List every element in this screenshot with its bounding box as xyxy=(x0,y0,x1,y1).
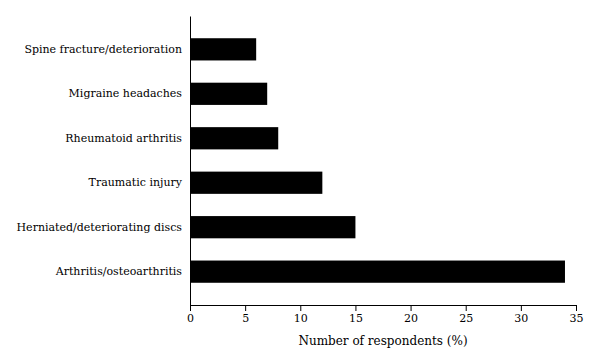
bar xyxy=(190,261,565,283)
tick: Migraine headaches xyxy=(69,87,183,100)
tick: 0 xyxy=(187,305,194,325)
tick: 10 xyxy=(294,305,308,325)
tick: 5 xyxy=(242,305,249,325)
tick: 25 xyxy=(459,305,473,325)
tick-mark xyxy=(355,305,356,311)
tick-label: Spine fracture/deterioration xyxy=(24,43,182,56)
tick: 35 xyxy=(570,305,584,325)
tick-mark xyxy=(466,305,467,311)
bar xyxy=(190,38,256,60)
tick: Herniated/deteriorating discs xyxy=(17,221,183,234)
plot-area: 0 5 10 15 20 25 30 35 Arthritis/osteoarthritis He… xyxy=(17,17,584,325)
tick-label: 20 xyxy=(404,312,418,325)
tick-label: Herniated/deteriorating discs xyxy=(17,221,183,234)
tick-label: 15 xyxy=(349,312,363,325)
tick: 20 xyxy=(404,305,418,325)
bar xyxy=(190,127,278,149)
tick: Traumatic injury xyxy=(89,176,183,189)
tick-mark xyxy=(190,305,191,311)
tick: Arthritis/osteoarthritis xyxy=(55,265,183,278)
x-axis-title: Number of respondents (%) xyxy=(298,334,467,348)
tick-label: 30 xyxy=(514,312,528,325)
tick: Rheumatoid arthritis xyxy=(65,132,182,145)
tick-label: Traumatic injury xyxy=(89,176,183,189)
tick-label: Migraine headaches xyxy=(69,87,183,100)
tick-label: 25 xyxy=(459,312,473,325)
tick-mark xyxy=(521,305,522,311)
tick-label: 10 xyxy=(294,312,308,325)
bar xyxy=(190,172,322,194)
bar xyxy=(190,83,267,105)
tick-mark xyxy=(411,305,412,311)
tick: Spine fracture/deterioration xyxy=(24,43,182,56)
tick: 15 xyxy=(349,305,363,325)
x-axis: 0 5 10 15 20 25 30 35 xyxy=(187,305,584,325)
tick-mark xyxy=(300,305,301,311)
y-axis: Arthritis/osteoarthritis Herniated/deteri… xyxy=(17,17,191,306)
tick-label: 5 xyxy=(242,312,249,325)
tick: 30 xyxy=(514,305,528,325)
chart: 0 5 10 15 20 25 30 35 Arthritis/osteoarthritis He… xyxy=(0,0,600,357)
tick-label: Arthritis/osteoarthritis xyxy=(55,265,183,278)
axis-line xyxy=(190,17,191,306)
tick-mark xyxy=(576,305,577,311)
tick-mark xyxy=(245,305,246,311)
bar xyxy=(190,216,355,238)
tick-label: 35 xyxy=(570,312,584,325)
tick-label: 0 xyxy=(187,312,194,325)
tick-label: Rheumatoid arthritis xyxy=(65,132,182,145)
axis-line xyxy=(191,306,577,312)
bars xyxy=(190,38,565,283)
